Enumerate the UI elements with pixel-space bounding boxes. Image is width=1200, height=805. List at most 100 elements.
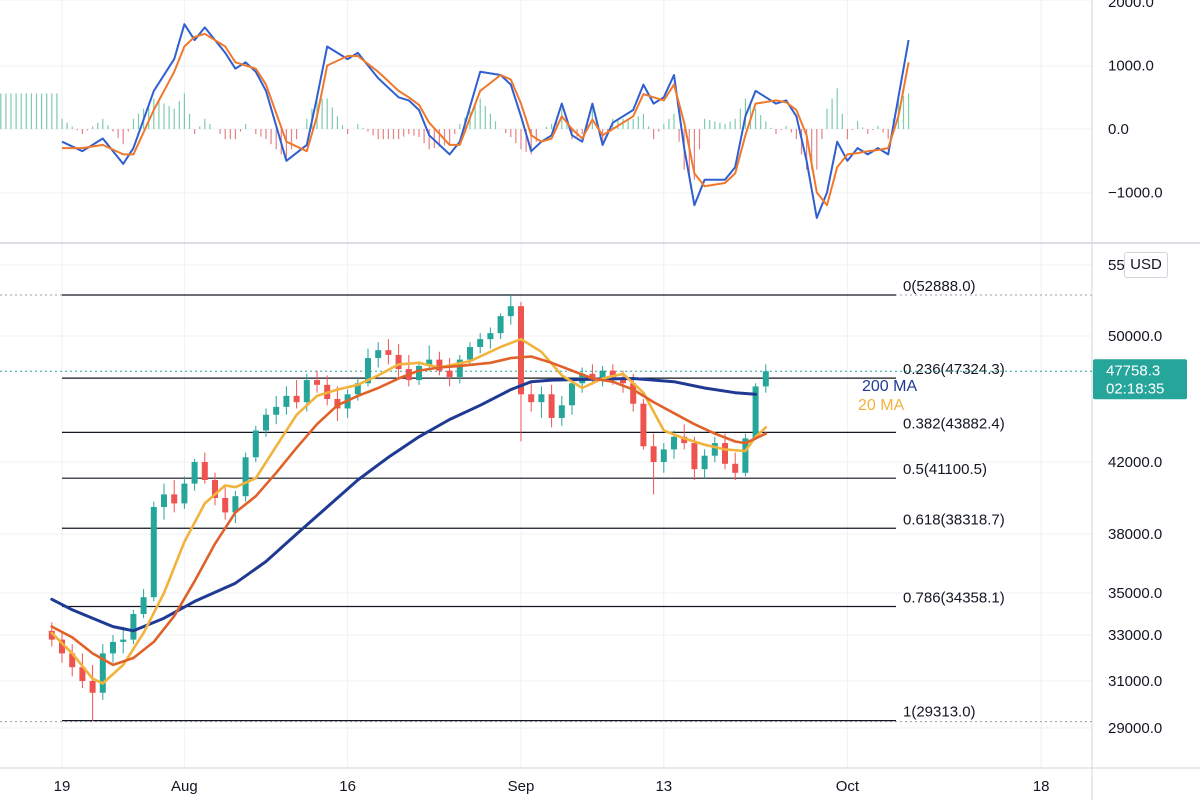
candle-body	[69, 653, 76, 668]
candle-body	[569, 383, 575, 406]
ma50-line	[50, 355, 768, 667]
candle-body	[722, 443, 728, 464]
candle-body	[681, 436, 688, 444]
candle-body	[110, 641, 116, 654]
candle-body	[191, 462, 198, 484]
candle-body	[732, 463, 739, 473]
candle-body	[293, 395, 300, 403]
ma200-label: 200 MA	[862, 378, 917, 395]
date-tick-label: 13	[655, 778, 672, 795]
candle-body	[385, 350, 392, 355]
fib-level-label: 0.5(41100.5)	[903, 461, 987, 478]
fib-level-label: 0.618(38318.7)	[903, 511, 1005, 528]
oscillator-slow-line	[62, 32, 910, 207]
candle-body	[354, 383, 361, 395]
ma200-line	[50, 377, 758, 633]
ma20-line	[50, 337, 768, 685]
last-price-tag	[1093, 359, 1187, 400]
candle-body	[365, 358, 371, 384]
candle-body	[711, 443, 718, 456]
candle-body	[375, 350, 382, 359]
date-tick-label: 19	[54, 778, 71, 795]
price-tick-label: 33000.0	[1108, 627, 1162, 644]
fib-level-label: 0.382(43882.4)	[903, 415, 1005, 432]
price-tick-label: 42000.0	[1108, 454, 1162, 471]
candle-body	[161, 494, 167, 507]
candle-body	[650, 446, 657, 462]
oscillator-tick-label: 0.0	[1108, 121, 1129, 138]
candle-body	[273, 406, 280, 415]
candle-body	[752, 386, 759, 439]
candle-body	[314, 380, 320, 385]
candle-body	[671, 436, 677, 450]
candle-body	[558, 405, 565, 418]
candle-body	[446, 370, 453, 377]
candle-body	[212, 480, 218, 498]
candle-body	[742, 438, 749, 473]
candle-body	[48, 630, 55, 640]
price-tick-label: 35000.0	[1108, 585, 1162, 602]
candle-body	[222, 498, 229, 513]
candle-body	[263, 414, 269, 431]
currency-label[interactable]: USD	[1124, 252, 1168, 278]
price-tick-label: 50000.0	[1108, 328, 1162, 345]
candle-body	[79, 667, 86, 681]
candle-body	[630, 383, 637, 404]
candle-body	[140, 597, 147, 614]
ma20-label: 20 MA	[858, 397, 905, 414]
candle-body	[589, 373, 596, 379]
candle-body	[538, 394, 545, 403]
price-panel: 0(52888.0) 0.236(47324.3) 0.382(43882.4) 0.…	[0, 278, 1092, 723]
candle-body	[232, 496, 239, 513]
candle-body	[477, 339, 484, 348]
candle-body	[456, 359, 463, 377]
candle-body	[691, 443, 698, 470]
candle-body	[171, 494, 178, 504]
candle-body	[436, 359, 443, 371]
candle-body	[89, 681, 96, 693]
candle-body	[99, 653, 106, 693]
candle-body	[507, 306, 514, 317]
candle-body	[201, 462, 208, 480]
oscillator-tick-label: 1000.0	[1108, 58, 1154, 75]
candle-body	[528, 394, 535, 403]
fib-level-label: 1(29313.0)	[903, 704, 976, 721]
candle-body	[395, 354, 402, 370]
candle-body	[497, 316, 504, 334]
oscillator-tick-label: −1000.0	[1108, 185, 1163, 202]
oscillator-panel	[0, 23, 910, 219]
candle-body	[620, 380, 626, 384]
candle-body	[599, 370, 606, 379]
candle-body	[518, 306, 524, 395]
fib-level-label: 0.786(34358.1)	[903, 589, 1005, 606]
candle-body	[181, 483, 188, 504]
candle-body	[130, 614, 137, 640]
candle-body	[660, 449, 667, 462]
candle-body	[416, 365, 422, 381]
candle-body	[762, 371, 769, 387]
price-tick-label: 38000.0	[1108, 526, 1162, 543]
axis-layer: 2000.01000.00.0−1000.055000.050000.04200…	[54, 0, 1187, 795]
fib-level-label: 0.236(47324.3)	[903, 361, 1005, 378]
oscillator-tick-label: 2000.0	[1108, 0, 1154, 11]
candle-body	[701, 455, 708, 470]
candle-body	[252, 430, 259, 458]
fib-level-label: 0(52888.0)	[903, 278, 976, 295]
date-tick-label: 16	[339, 778, 356, 795]
date-tick-label: Aug	[171, 778, 198, 795]
last-price-value: 47758.3	[1106, 362, 1160, 379]
price-tick-label: 31000.0	[1108, 673, 1162, 690]
candle-body	[242, 457, 249, 497]
candle-body	[150, 507, 157, 598]
date-tick-label: Sep	[508, 778, 535, 795]
candle-body	[59, 639, 65, 654]
candle-body	[487, 333, 494, 340]
price-tick-label: 29000.0	[1108, 720, 1162, 737]
candle-body	[303, 380, 310, 403]
last-price-timer: 02:18:35	[1106, 380, 1164, 397]
candle-body	[548, 394, 555, 418]
candle-body	[120, 639, 127, 642]
